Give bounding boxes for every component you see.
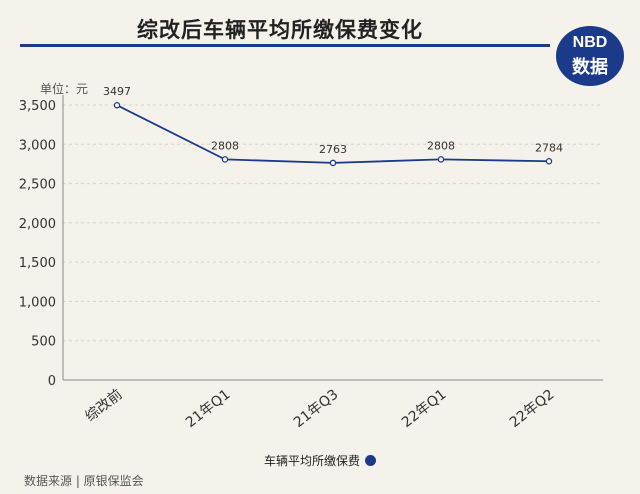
logo-text-nbd: NBD <box>572 34 608 51</box>
data-label: 2763 <box>319 143 347 156</box>
title-underline <box>20 44 550 47</box>
x-tick-label: 综改前 <box>82 386 126 425</box>
legend-label: 车辆平均所缴保费 <box>263 454 360 468</box>
y-tick-label: 500 <box>31 335 56 350</box>
data-label: 2784 <box>535 141 563 154</box>
y-tick-label: 1,500 <box>19 256 56 271</box>
data-point <box>221 156 229 163</box>
data-label: 2808 <box>427 139 455 152</box>
y-tick-label: 0 <box>48 374 56 389</box>
y-tick-label: 3,500 <box>19 99 56 114</box>
chart-title: 综改后车辆平均所缴保费变化 <box>137 18 423 42</box>
data-label: 2808 <box>211 139 239 152</box>
data-point <box>329 159 337 167</box>
logo-text-data: 数据 <box>572 57 608 78</box>
legend-marker <box>365 455 376 466</box>
y-axis-unit-label: 单位：元 <box>40 82 89 96</box>
x-tick-label: 21年Q3 <box>291 387 342 431</box>
data-point <box>113 101 121 109</box>
y-tick-label: 1,000 <box>19 295 56 310</box>
x-tick-label: 21年Q1 <box>183 387 234 431</box>
y-tick-label: 3,000 <box>19 138 56 153</box>
nbd-logo: NBD 数据 <box>556 26 624 86</box>
chart-legend: 车辆平均所缴保费 <box>0 452 640 469</box>
y-tick-label: 2,000 <box>19 217 56 232</box>
x-tick-label: 22年Q2 <box>507 387 558 431</box>
y-tick-label: 2,500 <box>19 178 56 193</box>
data-point <box>437 156 445 163</box>
data-label: 3497 <box>103 85 131 98</box>
data-source-note: 数据来源 | 原银保监会 <box>24 474 144 488</box>
data-point <box>545 158 553 165</box>
x-tick-label: 22年Q1 <box>399 387 450 431</box>
